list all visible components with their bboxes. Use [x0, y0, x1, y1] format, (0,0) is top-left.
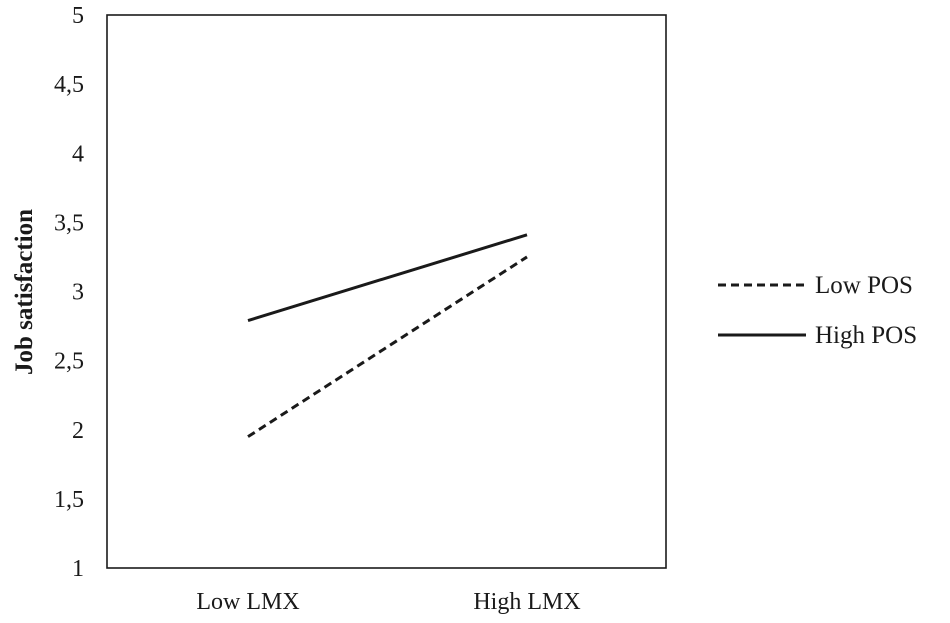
y-axis-ticks: 1 1,5 2 2,5 3 3,5 4 4,5 5 — [54, 3, 84, 582]
series-line-high-pos — [247, 233, 528, 322]
plot-area — [106, 14, 667, 569]
x-tick-label: Low LMX — [196, 589, 299, 615]
y-tick-label: 2,5 — [54, 349, 84, 375]
x-tick-label: High LMX — [473, 589, 580, 615]
y-tick-label: 2 — [72, 418, 84, 444]
y-tick-label: 5 — [72, 3, 84, 29]
y-tick-label: 4 — [72, 141, 84, 167]
legend: Low POS High POS — [718, 272, 917, 349]
y-tick-label: 4,5 — [54, 72, 84, 98]
y-tick-label: 1 — [72, 556, 84, 582]
legend-label: Low POS — [815, 272, 913, 299]
series-lines — [247, 233, 528, 438]
y-tick-label: 3,5 — [54, 210, 84, 236]
y-tick-label: 3 — [72, 280, 84, 306]
y-tick-label: 1,5 — [54, 487, 84, 513]
legend-label: High POS — [815, 322, 917, 349]
x-axis-ticks: Low LMX High LMX — [196, 589, 580, 615]
series-line-low-pos — [247, 255, 528, 438]
y-axis-label: Job satisfaction — [11, 209, 38, 375]
